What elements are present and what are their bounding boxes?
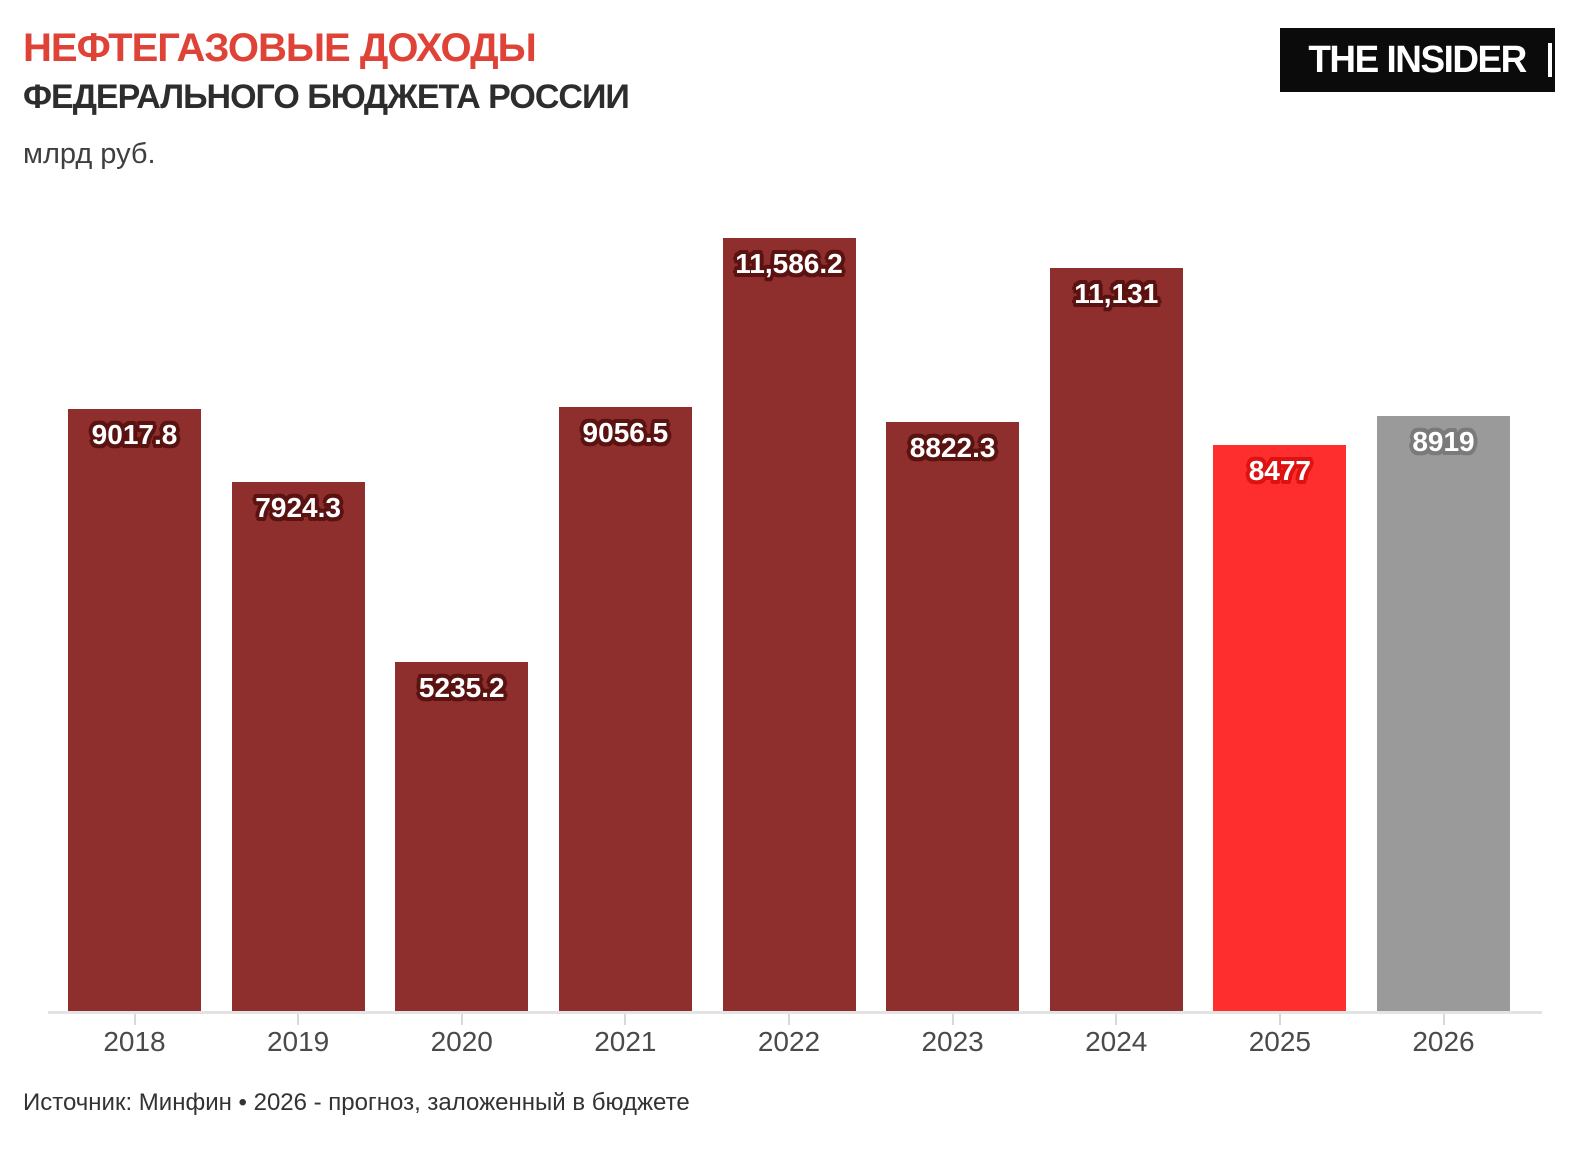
bar-2018: 9017.8 [68,409,201,1011]
x-axis-label-2026: 2026 [1412,1026,1475,1057]
x-axis-label-2025: 2025 [1248,1026,1312,1057]
bar-value-label-2024: 11,131 [1074,278,1159,309]
bar-value-label-2020: 5235.2 [418,672,505,703]
x-axis-label-2023: 2023 [921,1026,984,1057]
x-axis-tick-2021 [624,1014,627,1025]
bar-value-label-2021: 9056.5 [582,417,669,448]
x-axis-tick-2020 [460,1014,463,1025]
x-axis-tick-2025 [1278,1014,1281,1025]
bar-value-label-2022: 11,586.2 [735,248,843,279]
x-axis-tick-2018 [133,1014,136,1025]
x-axis-label-2018: 2018 [103,1026,166,1057]
x-axis-label-2020: 2020 [430,1026,493,1057]
chart-units-subtitle: млрд руб. [23,138,156,170]
x-axis-line [48,1011,1542,1014]
bar-2021: 9056.5 [558,407,692,1011]
bar-2024: 11,131 [1049,268,1183,1011]
logo-cursor-bar-icon [1548,43,1552,77]
x-axis-tick-2023 [951,1014,954,1025]
the-insider-logo-text: THE INSIDER [1308,38,1528,81]
x-axis-label-2024: 2024 [1085,1026,1148,1057]
chart-title-accent: НЕФТЕГАЗОВЫЕ ДОХОДЫ [23,26,537,70]
bar-2023: 8822.3 [886,422,1020,1011]
source-caption: Источник: Минфин • 2026 - прогноз, залож… [23,1089,690,1116]
x-axis-label-2021: 2021 [594,1026,657,1057]
bar-2025: 8477 [1213,445,1347,1011]
bar-2026: 8919 [1377,416,1510,1011]
the-insider-logo: THE INSIDER [1280,28,1555,92]
x-axis-tick-2024 [1115,1014,1118,1025]
x-axis-tick-2022 [788,1014,790,1025]
bar-value-label-2026: 8919 [1412,426,1475,457]
x-axis-tick-2026 [1442,1014,1445,1025]
bar-2022: 11,586.2 [722,238,856,1011]
chart-title: ФЕДЕРАЛЬНОГО БЮДЖЕТА РОССИИ [23,78,630,116]
bar-value-label-2023: 8822.3 [909,432,996,463]
x-axis-label-2019: 2019 [266,1026,330,1057]
bar-2020: 5235.2 [395,662,529,1011]
bar-value-label-2018: 9017.8 [91,419,178,450]
bar-value-label-2019: 7924.3 [255,492,341,523]
bar-2019: 7924.3 [231,482,365,1011]
x-axis-label-2022: 2022 [757,1026,821,1057]
x-axis-tick-2019 [297,1014,300,1025]
bar-value-label-2025: 8477 [1248,455,1312,486]
